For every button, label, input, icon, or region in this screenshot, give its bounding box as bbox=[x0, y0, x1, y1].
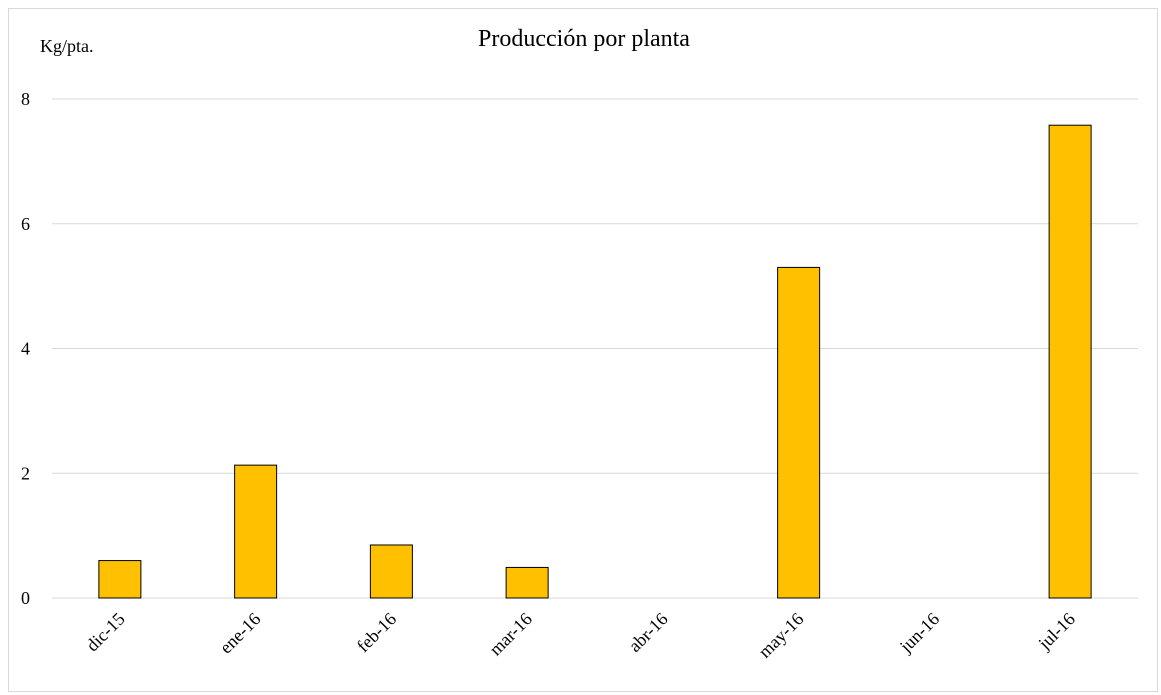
y-tick-label-1: 2 bbox=[21, 463, 30, 483]
bars bbox=[98, 124, 1092, 599]
y-tick-label-3: 6 bbox=[21, 214, 30, 234]
bar-may-16 bbox=[777, 266, 821, 599]
x-tick-label-jun-16: jun-16 bbox=[895, 609, 943, 657]
x-tick-label-ene-16: ene-16 bbox=[216, 609, 265, 658]
bar-jul-16 bbox=[1048, 124, 1092, 599]
y-axis-label: Kg/pta. bbox=[40, 36, 94, 56]
y-tick-label-2: 4 bbox=[21, 339, 30, 359]
y-tick-label-0: 0 bbox=[21, 588, 30, 608]
y-tick-label-4: 8 bbox=[21, 89, 30, 109]
gridlines bbox=[52, 98, 1138, 599]
x-tick-label-jul-16: jul-16 bbox=[1034, 609, 1079, 654]
bar-feb-16 bbox=[369, 544, 413, 599]
bar-dic-15 bbox=[98, 560, 142, 599]
x-tick-label-dic-15: dic-15 bbox=[82, 609, 129, 656]
bar-mar-16 bbox=[505, 566, 549, 599]
y-axis-ticks: 0 2 4 6 8 bbox=[21, 89, 30, 608]
x-axis-ticks: dic-15 ene-16 feb-16 mar-16 abr-16 may-16 jun-… bbox=[82, 609, 1079, 662]
chart-frame bbox=[8, 8, 1158, 692]
bar-ene-16 bbox=[234, 464, 278, 599]
x-tick-label-may-16: may-16 bbox=[754, 609, 807, 662]
x-tick-label-mar-16: mar-16 bbox=[485, 609, 536, 660]
chart-title: Producción por planta bbox=[478, 26, 690, 52]
x-tick-label-abr-16: abr-16 bbox=[625, 609, 672, 656]
x-tick-label-feb-16: feb-16 bbox=[353, 609, 400, 656]
